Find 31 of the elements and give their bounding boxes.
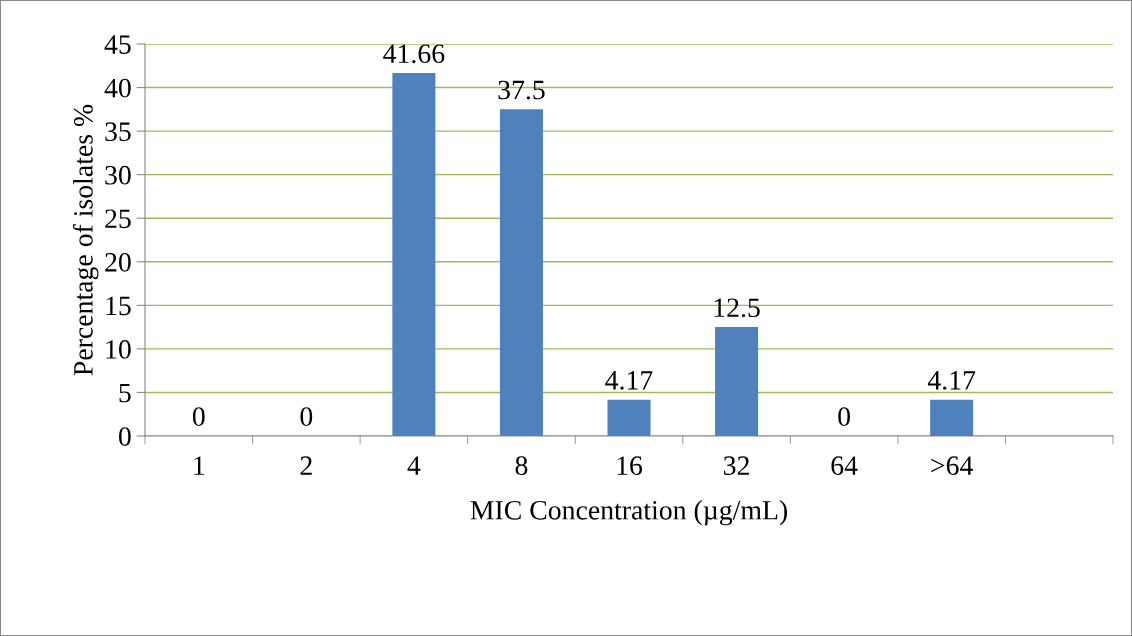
- y-tick-label: 5: [119, 383, 131, 403]
- y-tick-label: 15: [106, 296, 131, 316]
- y-tick-label: 0: [118, 427, 131, 446]
- x-axis-title: MIC Concentration (µg/mL): [470, 500, 787, 526]
- y-tick-label: 40: [104, 78, 131, 98]
- y-tick-label: 20: [105, 252, 131, 272]
- y-axis-title: Percentage of isolates %: [72, 104, 99, 376]
- x-tick-label: 8: [515, 456, 528, 475]
- data-label: 0: [838, 407, 850, 426]
- x-tick-label: 32: [723, 456, 749, 475]
- y-tick-label: 30: [105, 165, 131, 185]
- bar: [715, 327, 759, 436]
- bar: [499, 109, 543, 436]
- y-tick-label: 10: [106, 340, 131, 359]
- x-tick-label: 16: [617, 456, 643, 475]
- bar: [607, 399, 651, 436]
- x-tick-label: 64: [831, 456, 858, 475]
- x-tick-label: 1: [194, 456, 205, 475]
- data-label: 0: [192, 407, 205, 426]
- x-tick-label: >64: [931, 456, 973, 475]
- y-tick-label: 35: [105, 122, 131, 142]
- bar: [930, 399, 974, 436]
- data-label: 4.17: [927, 371, 976, 390]
- y-tick-label: 25: [105, 209, 131, 229]
- x-tick-label: 2: [300, 456, 312, 475]
- data-label: 41.66: [383, 44, 445, 64]
- y-tick-label: 45: [104, 35, 131, 54]
- data-label: 4.17: [605, 371, 653, 390]
- x-tick-label: 4: [407, 456, 421, 475]
- bar: [392, 73, 436, 436]
- data-label: 0: [300, 407, 313, 426]
